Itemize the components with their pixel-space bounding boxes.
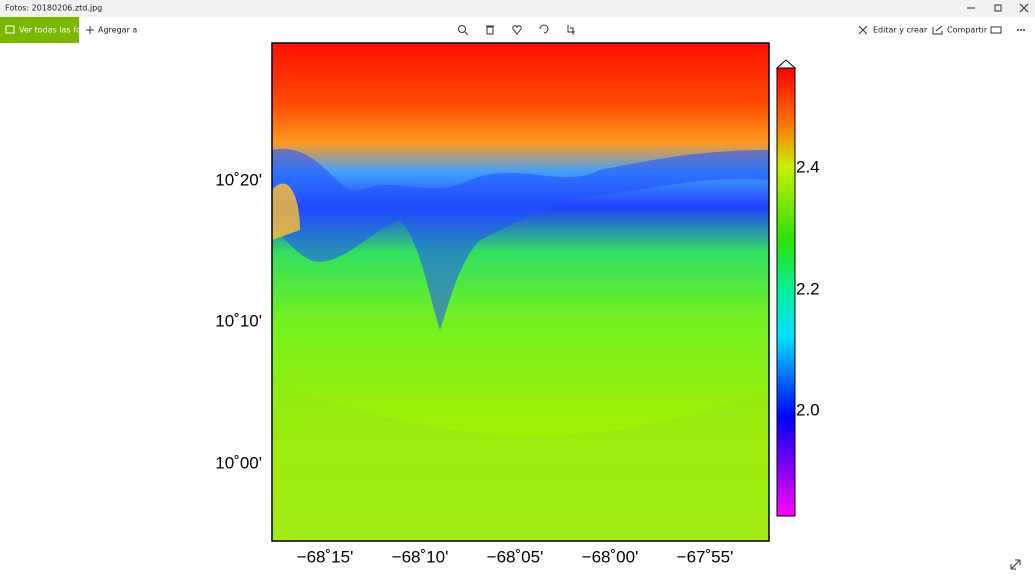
map-lowland [272, 380, 769, 541]
fullscreen-icon[interactable] [1010, 559, 1021, 570]
share-label[interactable]: Compartir [947, 26, 988, 35]
add-label[interactable]: Agregar a [98, 26, 137, 35]
print-icon[interactable] [990, 26, 1002, 34]
window-title: Fotos: 20180206.ztd.jpg [5, 4, 102, 13]
lon-label: −68˚10' [392, 547, 449, 566]
lat-label: 10˚00' [215, 453, 262, 472]
map-frame [271, 42, 770, 542]
map-highland [272, 183, 300, 240]
lat-label: 10˚10' [215, 311, 262, 330]
colorbar-arrow [775, 59, 797, 69]
edit-label[interactable]: Editar y crear [873, 26, 928, 35]
lat-label: 10˚20' [215, 170, 262, 189]
more-icon[interactable] [1017, 29, 1025, 31]
lon-label: −68˚05' [487, 547, 544, 566]
edit-icon[interactable] [858, 25, 868, 35]
lon-label: −68˚15' [297, 547, 354, 566]
lon-label: −68˚00' [582, 547, 639, 566]
back-button[interactable] [0, 17, 79, 43]
share-icon[interactable] [932, 25, 943, 35]
center-icons[interactable] [458, 24, 576, 36]
back-label: Ver todas las fotos [19, 26, 93, 35]
title-bar [0, 0, 1035, 17]
window-controls[interactable] [967, 3, 1029, 13]
colorbar-label: 2.2 [796, 279, 820, 298]
photo-icon [5, 25, 15, 34]
add-icon[interactable] [86, 26, 94, 34]
colorbar [776, 67, 796, 517]
colorbar-label: 2.0 [796, 400, 820, 419]
map-valley [272, 148, 769, 330]
colorbar-label: 2.4 [796, 157, 820, 176]
lon-label: −67˚55' [677, 547, 734, 566]
